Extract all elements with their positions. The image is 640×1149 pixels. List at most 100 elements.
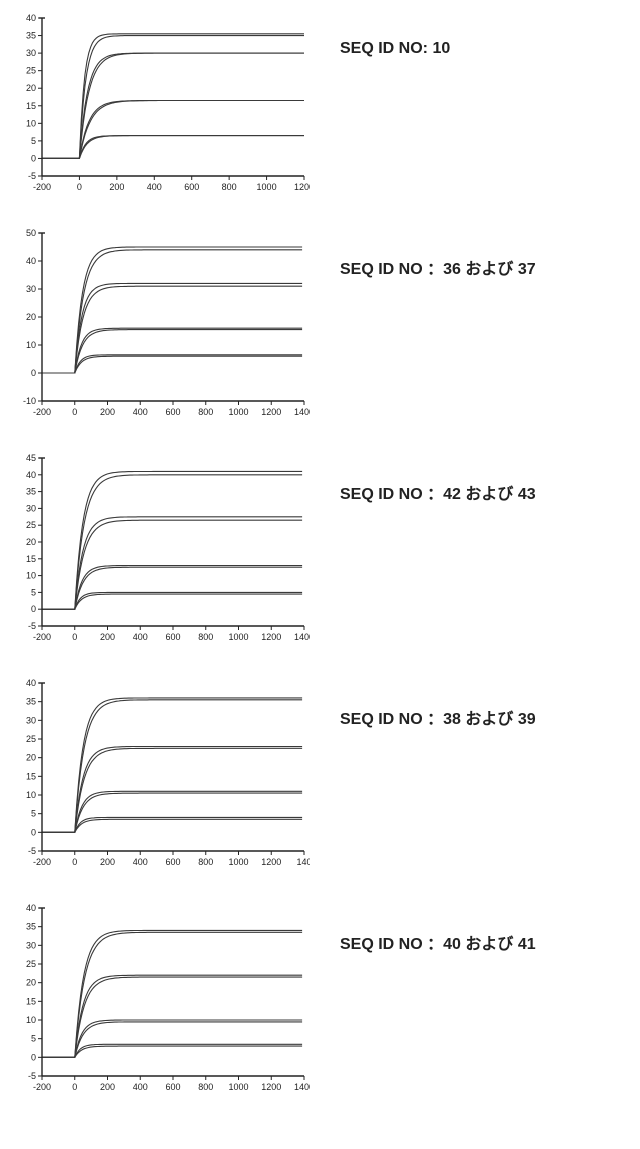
- x-tick-label: 140: [296, 857, 310, 867]
- x-tick-label: -200: [33, 182, 51, 192]
- y-tick-label: 20: [26, 537, 36, 547]
- y-tick-label: 50: [26, 228, 36, 238]
- chart-label: SEQ ID NO ：36 および 37: [310, 225, 536, 279]
- y-tick-label: 30: [26, 48, 36, 58]
- x-tick-label: 1400: [294, 407, 310, 417]
- charts-container: -50510152025303540-200020040060080010001…: [10, 10, 630, 1105]
- x-tick-label: 1400: [294, 1082, 310, 1092]
- x-tick-label: 1200: [294, 182, 310, 192]
- x-tick-label: 1200: [261, 407, 281, 417]
- y-tick-label: 25: [26, 66, 36, 76]
- chart-row: -5051015202530354045-2000200400600800100…: [10, 450, 630, 655]
- y-tick-label: 10: [26, 571, 36, 581]
- x-tick-label: 600: [165, 857, 180, 867]
- y-tick-label: 15: [26, 996, 36, 1006]
- y-tick-label: -10: [23, 396, 36, 406]
- binding-curve-chart: -50510152025303540-200020040060080010001…: [10, 675, 310, 875]
- x-tick-label: 200: [100, 632, 115, 642]
- y-tick-label: 0: [31, 827, 36, 837]
- x-tick-label: 600: [184, 182, 199, 192]
- x-tick-label: 0: [72, 857, 77, 867]
- chart-row: -50510152025303540-200020040060080010001…: [10, 900, 630, 1105]
- y-tick-label: 35: [26, 697, 36, 707]
- y-tick-label: 10: [26, 790, 36, 800]
- y-tick-label: -5: [28, 846, 36, 856]
- y-tick-label: 40: [26, 256, 36, 266]
- y-tick-label: 40: [26, 470, 36, 480]
- x-tick-label: 1000: [228, 407, 248, 417]
- chart-label: SEQ ID NO ：38 および 39: [310, 675, 536, 729]
- chart-box: -1001020304050-2000200400600800100012001…: [10, 225, 310, 430]
- x-tick-label: 1200: [261, 857, 281, 867]
- y-tick-label: 10: [26, 118, 36, 128]
- y-tick-label: 15: [26, 554, 36, 564]
- chart-box: -5051015202530354045-2000200400600800100…: [10, 450, 310, 655]
- y-tick-label: 0: [31, 1052, 36, 1062]
- x-tick-label: -200: [33, 632, 51, 642]
- x-tick-label: 0: [72, 1082, 77, 1092]
- x-tick-label: -200: [33, 1082, 51, 1092]
- y-tick-label: -5: [28, 1071, 36, 1081]
- chart-label: SEQ ID NO: 10: [310, 10, 450, 58]
- y-tick-label: 5: [31, 136, 36, 146]
- binding-curve-chart: -1001020304050-2000200400600800100012001…: [10, 225, 310, 425]
- chart-label: SEQ ID NO ：40 および 41: [310, 900, 536, 954]
- y-tick-label: 25: [26, 520, 36, 530]
- x-tick-label: 400: [133, 407, 148, 417]
- binding-curve-chart: -5051015202530354045-2000200400600800100…: [10, 450, 310, 650]
- x-tick-label: 800: [198, 407, 213, 417]
- y-tick-label: 40: [26, 13, 36, 23]
- x-tick-label: 0: [77, 182, 82, 192]
- x-tick-label: 1000: [228, 857, 248, 867]
- y-tick-label: 30: [26, 284, 36, 294]
- x-tick-label: -200: [33, 857, 51, 867]
- y-tick-label: 25: [26, 734, 36, 744]
- y-tick-label: 0: [31, 153, 36, 163]
- x-tick-label: 800: [222, 182, 237, 192]
- x-tick-label: 600: [165, 632, 180, 642]
- y-tick-label: 35: [26, 31, 36, 41]
- y-tick-label: 5: [31, 1034, 36, 1044]
- x-tick-label: 600: [165, 1082, 180, 1092]
- y-tick-label: 45: [26, 453, 36, 463]
- y-tick-label: 15: [26, 771, 36, 781]
- y-tick-label: 5: [31, 809, 36, 819]
- y-tick-label: 10: [26, 1015, 36, 1025]
- x-tick-label: 400: [133, 857, 148, 867]
- y-tick-label: 40: [26, 903, 36, 913]
- y-tick-label: 10: [26, 340, 36, 350]
- x-tick-label: 400: [133, 632, 148, 642]
- y-tick-label: -5: [28, 171, 36, 181]
- chart-row: -50510152025303540-200020040060080010001…: [10, 675, 630, 880]
- y-tick-label: 15: [26, 101, 36, 111]
- y-tick-label: 20: [26, 83, 36, 93]
- x-tick-label: 400: [133, 1082, 148, 1092]
- y-tick-label: -5: [28, 621, 36, 631]
- x-tick-label: 1200: [261, 1082, 281, 1092]
- x-tick-label: 200: [109, 182, 124, 192]
- binding-curve-chart: -50510152025303540-200020040060080010001…: [10, 900, 310, 1100]
- chart-box: -50510152025303540-200020040060080010001…: [10, 900, 310, 1105]
- x-tick-label: 1000: [228, 1082, 248, 1092]
- x-tick-label: 600: [165, 407, 180, 417]
- y-tick-label: 0: [31, 368, 36, 378]
- y-tick-label: 0: [31, 604, 36, 614]
- y-tick-label: 30: [26, 715, 36, 725]
- x-tick-label: 800: [198, 1082, 213, 1092]
- chart-row: -50510152025303540-200020040060080010001…: [10, 10, 630, 205]
- x-tick-label: 0: [72, 407, 77, 417]
- chart-box: -50510152025303540-200020040060080010001…: [10, 675, 310, 880]
- y-tick-label: 5: [31, 587, 36, 597]
- x-tick-label: 0: [72, 632, 77, 642]
- y-tick-label: 30: [26, 940, 36, 950]
- y-tick-label: 35: [26, 487, 36, 497]
- y-tick-label: 25: [26, 959, 36, 969]
- x-tick-label: 1000: [228, 632, 248, 642]
- x-tick-label: 800: [198, 632, 213, 642]
- x-tick-label: -200: [33, 407, 51, 417]
- y-tick-label: 20: [26, 312, 36, 322]
- x-tick-label: 200: [100, 1082, 115, 1092]
- y-tick-label: 40: [26, 678, 36, 688]
- x-tick-label: 1400: [294, 632, 310, 642]
- y-tick-label: 20: [26, 753, 36, 763]
